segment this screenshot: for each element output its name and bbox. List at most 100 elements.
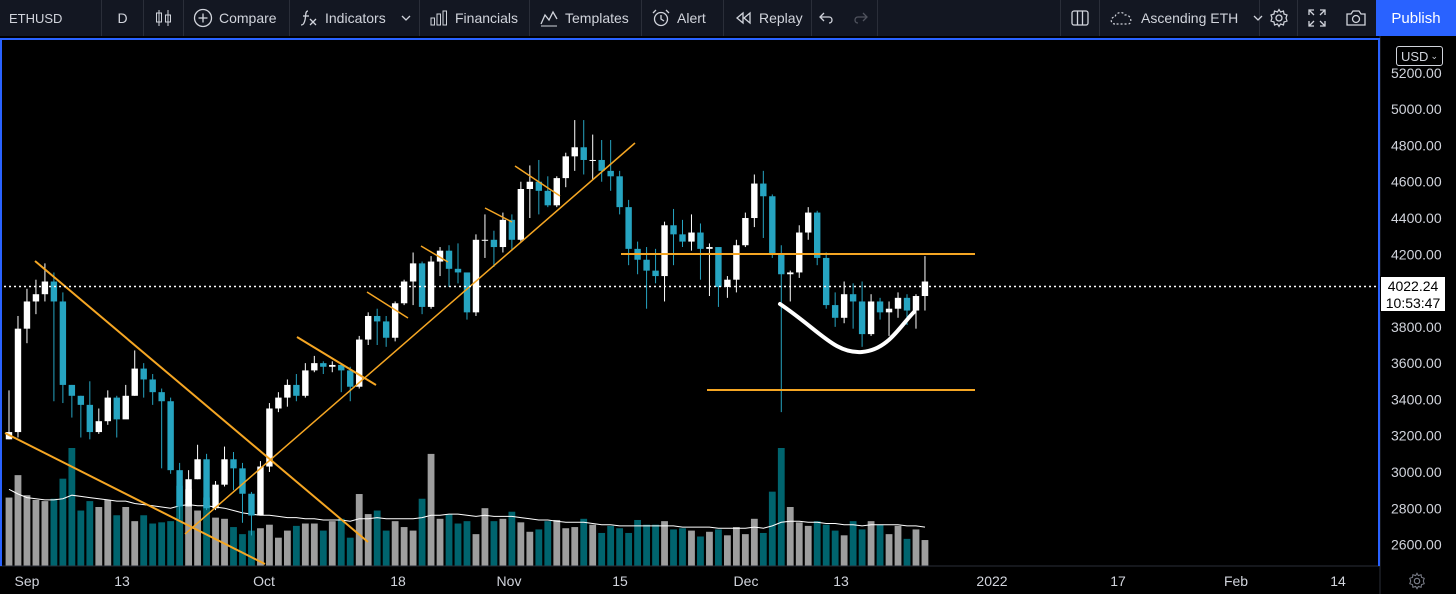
- volume-bar: [661, 521, 668, 566]
- volume-bar: [373, 510, 381, 566]
- flag-line-4: [484, 207, 513, 223]
- candle: [778, 245, 785, 413]
- symbol-search[interactable]: ETHUSD: [0, 0, 102, 36]
- snapshot-button[interactable]: [1336, 0, 1376, 36]
- time-tick-label: 2022: [976, 573, 1007, 589]
- financials-button[interactable]: Financials: [420, 0, 530, 36]
- price-axis-ticks: 5200.00 5000.00 4800.00 4600.00 4400.00 4200.…: [1391, 65, 1442, 553]
- candle: [535, 159, 543, 215]
- candle-body: [742, 218, 749, 246]
- currency-selector[interactable]: USD ⌄: [1396, 46, 1443, 66]
- candle-body: [472, 239, 480, 313]
- volume-bar: [499, 518, 507, 566]
- volume-bar: [804, 525, 812, 566]
- candle: [805, 207, 812, 240]
- price-chart[interactable]: 5200.00 5000.00 4800.00 4600.00 4400.00 4200.…: [0, 36, 1456, 594]
- candle-body: [903, 297, 911, 311]
- volume-bar: [68, 448, 76, 566]
- volume-bars: [5, 448, 929, 566]
- candle: [14, 315, 22, 438]
- candle-body: [59, 301, 67, 385]
- volume-bar: [607, 525, 615, 566]
- templates-icon: [540, 10, 558, 27]
- volume-bar: [158, 522, 166, 566]
- candle-body: [373, 315, 381, 322]
- candle-body: [400, 281, 408, 304]
- candle: [194, 444, 201, 480]
- layout-button[interactable]: [1060, 0, 1100, 36]
- chart-type-button[interactable]: [144, 0, 184, 36]
- axis-settings-gear-icon[interactable]: [1408, 572, 1426, 590]
- fx-icon: [300, 10, 317, 26]
- compare-button[interactable]: Compare: [184, 0, 290, 36]
- flag-line-2: [366, 291, 409, 319]
- candle-body: [68, 384, 76, 396]
- volume-bar: [248, 530, 255, 566]
- candle: [562, 152, 569, 188]
- top-toolbar: ETHUSD D Compare Indicators Financials T…: [0, 0, 1456, 36]
- interval-button[interactable]: D: [102, 0, 144, 36]
- candle-body: [257, 466, 264, 516]
- volume-bar: [122, 507, 130, 566]
- time-tick-label: 13: [833, 573, 849, 589]
- volume-bar: [400, 527, 408, 566]
- volume-bar: [95, 507, 103, 566]
- volume-bar: [526, 531, 534, 566]
- candle-body: [356, 339, 363, 387]
- price-tick-label: 4800.00: [1391, 137, 1442, 153]
- candle: [122, 384, 129, 420]
- candle-body: [679, 234, 686, 242]
- symbol-label: ETHUSD: [9, 10, 63, 26]
- flag-line-5: [514, 165, 561, 197]
- candle-body: [122, 395, 129, 420]
- candle-body: [140, 368, 147, 380]
- alert-button[interactable]: Alert: [642, 0, 724, 36]
- candle: [849, 283, 857, 329]
- candle: [140, 363, 147, 398]
- volume-bar: [732, 527, 740, 566]
- volume-bar: [275, 537, 282, 566]
- candle-body: [733, 245, 740, 280]
- settings-button[interactable]: [1260, 0, 1298, 36]
- time-tick-label: 18: [390, 573, 406, 589]
- candle: [733, 239, 740, 293]
- price-tick-label: 3000.00: [1391, 464, 1442, 480]
- redo-button[interactable]: [842, 0, 878, 36]
- volume-bar: [903, 538, 911, 566]
- volume-bar: [517, 522, 525, 566]
- candle: [356, 335, 363, 389]
- indicators-button[interactable]: Indicators: [290, 0, 420, 36]
- price-tick-label: 4600.00: [1391, 174, 1442, 190]
- candle-body: [697, 232, 704, 249]
- volume-bar: [454, 523, 462, 566]
- candle: [409, 252, 417, 306]
- volume-bar: [643, 524, 650, 566]
- templates-button[interactable]: Templates: [530, 0, 642, 36]
- chevron-down-icon: [1253, 15, 1263, 21]
- candle: [553, 176, 560, 208]
- candle-body: [778, 254, 785, 275]
- volume-bar: [194, 510, 201, 566]
- candle-body: [571, 147, 578, 157]
- volume-bar: [113, 515, 121, 566]
- candle-body: [840, 294, 848, 318]
- fullscreen-button[interactable]: [1298, 0, 1336, 36]
- candle: [769, 194, 776, 258]
- layout-name-button[interactable]: Ascending ETH: [1100, 0, 1263, 36]
- publish-button[interactable]: Publish: [1376, 0, 1456, 36]
- volume-bar: [822, 524, 830, 566]
- candle: [347, 366, 354, 402]
- downtrend-line-upper: [34, 260, 369, 543]
- candle: [68, 384, 76, 418]
- fullscreen-icon: [1308, 9, 1326, 27]
- candle-body: [266, 408, 273, 467]
- volume-bar: [104, 499, 112, 566]
- price-tick-label: 3600.00: [1391, 355, 1442, 371]
- candle-body: [643, 259, 650, 271]
- volume-bar: [759, 532, 767, 566]
- undo-button[interactable]: [812, 0, 842, 36]
- price-tick-label: 5200.00: [1391, 65, 1442, 81]
- candle: [391, 301, 399, 342]
- replay-button[interactable]: Replay: [724, 0, 812, 36]
- candle-body: [508, 219, 516, 240]
